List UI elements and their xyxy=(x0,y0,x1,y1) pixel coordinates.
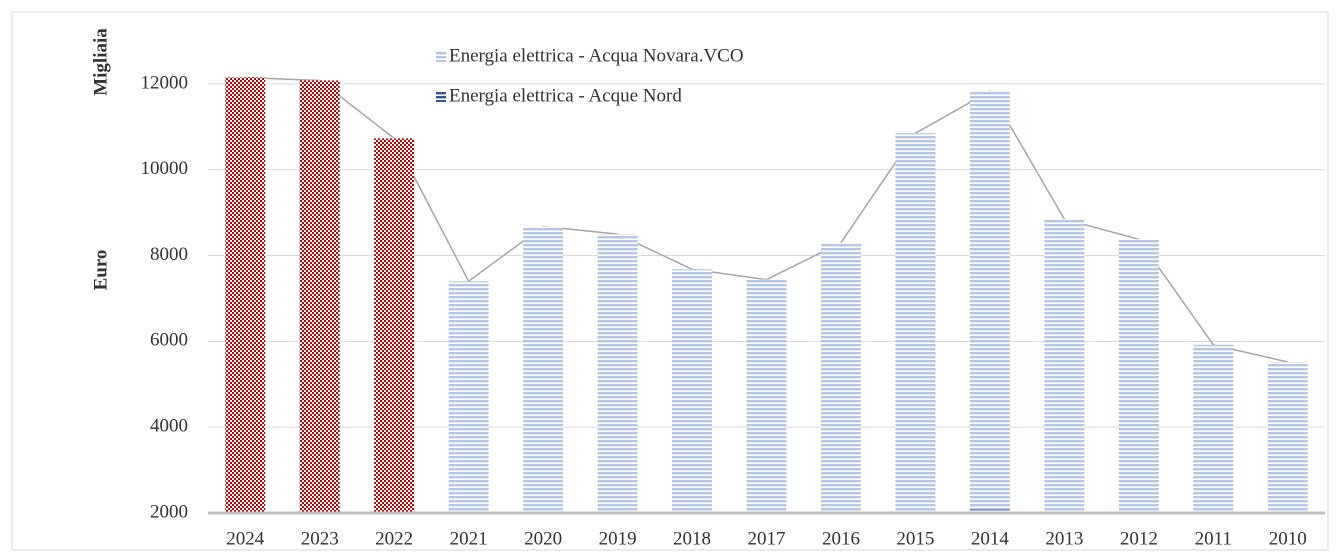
x-tick-label: 2020 xyxy=(524,528,562,549)
y-tick-label: 10000 xyxy=(141,158,189,179)
x-tick-label: 2019 xyxy=(599,528,637,549)
x-tick-label: 2016 xyxy=(822,528,860,549)
x-tick-label: 2013 xyxy=(1045,528,1083,549)
bar xyxy=(225,77,266,514)
legend-swatch xyxy=(436,92,446,102)
bar xyxy=(1193,344,1234,513)
y-tick-label: 4000 xyxy=(150,416,188,437)
x-tick-label: 2021 xyxy=(450,528,488,549)
x-tick-label: 2023 xyxy=(301,528,339,549)
x-tick-label: 2015 xyxy=(896,528,934,549)
legend-label: Energia elettrica - Acqua Novara.VCO xyxy=(449,45,744,66)
grid: 2000 4000 6000 8000 10000 12000 xyxy=(141,72,1325,522)
bar xyxy=(299,80,340,513)
bar xyxy=(820,242,861,513)
x-tick-label: 2024 xyxy=(226,528,265,549)
y-axis-title: Euro xyxy=(90,250,111,291)
legend: Energia elettrica - Acqua Novara.VCO Ener… xyxy=(436,45,744,106)
bar xyxy=(672,269,713,513)
x-tick-label: 2018 xyxy=(673,528,711,549)
bar xyxy=(969,91,1010,513)
x-tick-label: 2010 xyxy=(1269,528,1307,549)
y-tick-label: 8000 xyxy=(150,244,188,265)
y-unit-label: Migliaia xyxy=(90,28,111,96)
y-tick-label: 6000 xyxy=(150,330,188,351)
x-tick-label: 2022 xyxy=(375,528,413,549)
x-tick-label: 2012 xyxy=(1120,528,1158,549)
bar xyxy=(523,226,564,513)
bar xyxy=(1118,239,1159,514)
bar xyxy=(969,509,1010,513)
x-tick-label: 2011 xyxy=(1195,528,1232,549)
bar xyxy=(597,234,638,513)
x-tick-label: 2017 xyxy=(748,528,786,549)
y-tick-label: 2000 xyxy=(150,501,188,522)
bar xyxy=(1267,361,1308,513)
x-tick-label: 2014 xyxy=(971,528,1010,549)
bar xyxy=(1044,219,1085,513)
legend-label: Energia elettrica - Acque Nord xyxy=(449,85,682,106)
bar xyxy=(895,133,936,513)
legend-swatch xyxy=(436,52,446,62)
bar xyxy=(746,279,787,513)
bar-layer: 2024 2023 2022 2021 2020 2019 2018 2017 2016 2015… xyxy=(208,77,1325,549)
bar xyxy=(374,138,415,514)
bar xyxy=(448,281,489,513)
y-tick-label: 12000 xyxy=(141,72,189,93)
